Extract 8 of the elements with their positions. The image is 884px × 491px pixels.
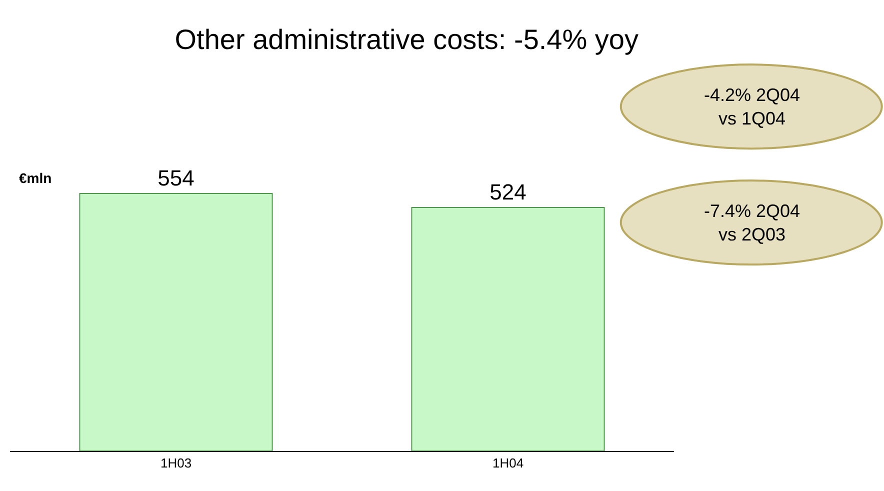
y-axis-title: €mln xyxy=(19,170,52,186)
text: -4.2% 2Q04 vs 1Q04 xyxy=(704,85,800,128)
text: -7.4% 2Q04 vs 2Q03 xyxy=(704,201,800,244)
x-tick-label: 1H04 xyxy=(492,456,524,471)
chart-title: Other administrative costs: -5.4% yoy xyxy=(174,24,639,56)
data-label: 524 xyxy=(490,179,526,204)
x-tick-label: 1H03 xyxy=(160,456,192,471)
data-label: 554 xyxy=(158,166,194,191)
